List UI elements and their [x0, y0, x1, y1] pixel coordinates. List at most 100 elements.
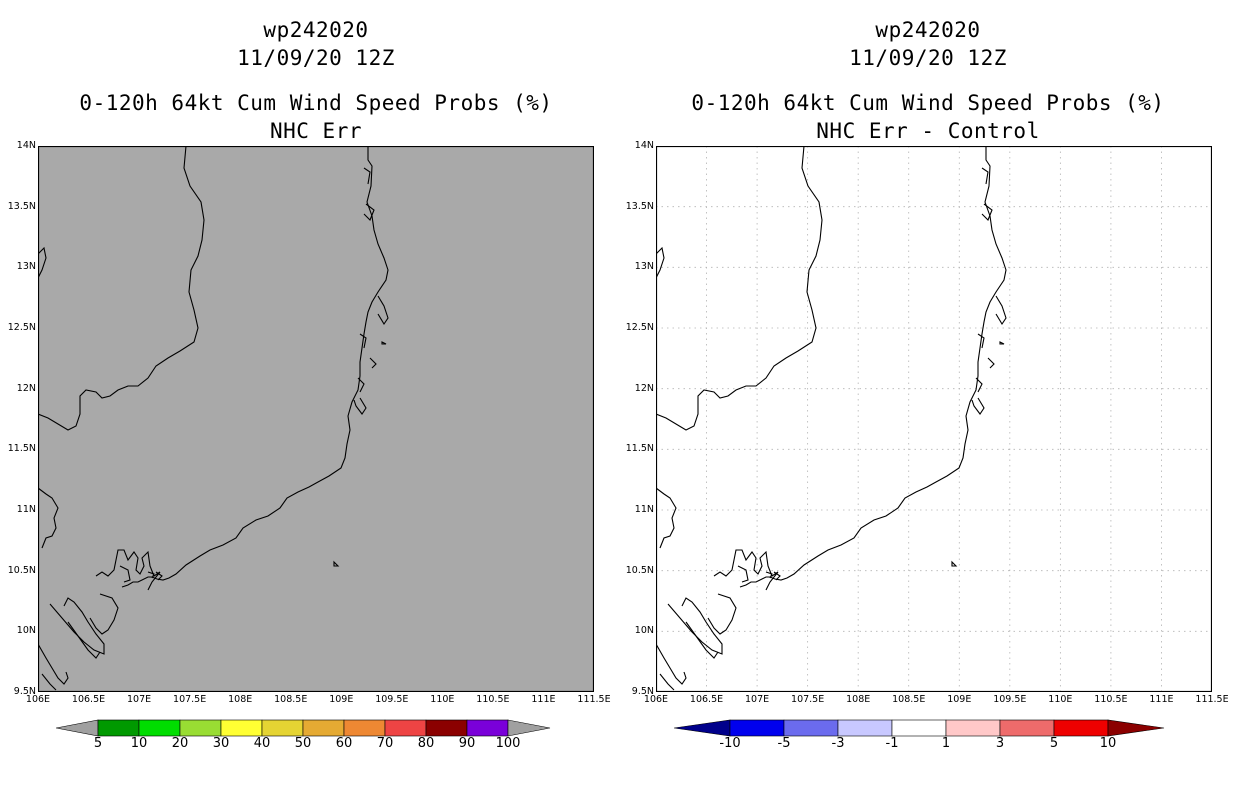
lon-tick-label: 107E	[745, 694, 770, 705]
left-colorbar	[56, 719, 551, 737]
lat-tick-label: 14N	[634, 140, 654, 151]
colorbar-segment	[343, 719, 386, 737]
coastline-segment	[656, 246, 665, 279]
colorbar-segment	[891, 719, 947, 737]
lat-tick-label: 12N	[16, 382, 36, 394]
coastline-segment	[987, 357, 995, 369]
lat-tick-label: 12.5N	[7, 322, 36, 333]
coastline-segment	[119, 565, 131, 583]
lat-tick-label: 10.5N	[625, 564, 654, 576]
lon-tick-label: 106E	[643, 694, 669, 705]
left-map-background	[38, 146, 594, 692]
coastline-segment	[975, 377, 983, 393]
coastline-segment	[67, 621, 101, 659]
lat-tick-label: 9.5N	[13, 686, 36, 697]
coastline-segment	[49, 597, 105, 655]
left-map-plot	[38, 146, 594, 692]
coastline-segment	[739, 146, 1007, 588]
right-product-title: 0-120h 64kt Cum Wind Speed Probs (%)	[691, 91, 1165, 115]
coastline-segment	[41, 673, 57, 691]
lat-tick-label: 10N	[634, 625, 654, 637]
colorbar-label: 70	[376, 736, 394, 751]
colorbar-segment	[97, 719, 140, 737]
coastline-segment	[656, 146, 823, 431]
lat-tick-label: 12.5N	[625, 322, 654, 333]
left-date: 11/09/20 12Z	[237, 46, 395, 70]
coastline-segment	[121, 146, 389, 588]
colorbar-segment	[302, 719, 345, 737]
colorbar-label: 10	[130, 736, 148, 751]
lon-tick-label: 110.5E	[476, 694, 510, 705]
coastline-segment	[95, 549, 161, 591]
coastline-segment	[707, 593, 737, 635]
colorbar-label: 1	[941, 736, 951, 751]
colorbar-under-triangle	[674, 719, 731, 737]
coastline-segment	[981, 203, 993, 221]
lat-tick-label: 12N	[634, 382, 654, 394]
coastline-segment	[773, 571, 781, 581]
colorbar-segment	[261, 719, 304, 737]
coastline-segment	[363, 167, 371, 185]
colorbar-segment	[837, 719, 893, 737]
coastline-segment	[737, 565, 749, 583]
colorbar-label: -1	[885, 736, 899, 751]
coastline-segment	[38, 643, 69, 685]
colorbar-label: -5	[777, 736, 791, 751]
lon-tick-label: 107.5E	[173, 694, 207, 705]
colorbar-segment	[138, 719, 181, 737]
right-gridlines	[656, 146, 1212, 692]
right-colorbar	[674, 719, 1165, 737]
lat-tick-label: 14N	[16, 140, 36, 151]
coastline-segment	[659, 673, 675, 691]
coastline-segment	[999, 341, 1005, 345]
lon-tick-label: 111.5E	[577, 694, 611, 705]
lon-tick-label: 106.5E	[689, 694, 724, 705]
colorbar-segment	[384, 719, 427, 737]
coastline-segment	[357, 377, 365, 393]
colorbar-label: 5	[93, 736, 103, 751]
colorbar-segment	[945, 719, 1001, 737]
lon-tick-label: 108.5E	[892, 694, 926, 705]
colorbar-label: 30	[212, 736, 230, 751]
coastline-segment	[685, 621, 719, 659]
colorbar-segment	[783, 719, 839, 737]
lon-tick-label: 109E	[947, 694, 972, 705]
colorbar-label: -3	[831, 736, 845, 751]
coastline-segment	[38, 246, 47, 279]
coastline-segment	[353, 397, 367, 415]
lon-tick-label: 110E	[430, 694, 455, 705]
colorbar-label: 50	[294, 736, 312, 751]
lon-tick-label: 109E	[329, 694, 354, 705]
colorbar-label: 20	[171, 736, 189, 751]
lon-tick-label: 111.5E	[1195, 694, 1229, 705]
colorbar-label: 5	[1049, 736, 1059, 751]
coastline-segment	[369, 357, 377, 369]
coastline-segment	[995, 295, 1007, 326]
left-product-title: 0-120h 64kt Cum Wind Speed Probs (%)	[79, 91, 553, 115]
right-storm-id: wp242020	[875, 18, 981, 42]
lat-tick-label: 13N	[16, 261, 36, 273]
coastline-segment	[951, 560, 958, 567]
lat-tick-label: 10N	[16, 625, 36, 637]
colorbar-over-triangle	[507, 719, 551, 737]
coastline-segment	[765, 571, 773, 579]
coastline-segment	[89, 593, 119, 635]
colorbar-under-triangle	[56, 719, 99, 737]
coastline-segment	[333, 560, 340, 567]
coastline-segment	[147, 571, 155, 579]
colorbar-segment	[466, 719, 509, 737]
coastline-segment	[656, 643, 687, 685]
lat-tick-label: 10.5N	[7, 564, 36, 576]
lat-tick-label: 9.5N	[631, 686, 654, 697]
coastline-segment	[981, 167, 989, 185]
lat-tick-label: 13.5N	[625, 200, 654, 212]
lon-tick-label: 109.5E	[375, 694, 409, 705]
coastline-segment	[377, 295, 389, 326]
colorbar-label: -10	[719, 736, 741, 751]
right-map-background	[656, 146, 1212, 692]
coastline-segment	[667, 597, 723, 655]
lon-tick-label: 110.5E	[1094, 694, 1128, 705]
colorbar-segment	[999, 719, 1055, 737]
lat-tick-label: 11N	[16, 504, 36, 515]
colorbar-label: 90	[458, 736, 476, 751]
